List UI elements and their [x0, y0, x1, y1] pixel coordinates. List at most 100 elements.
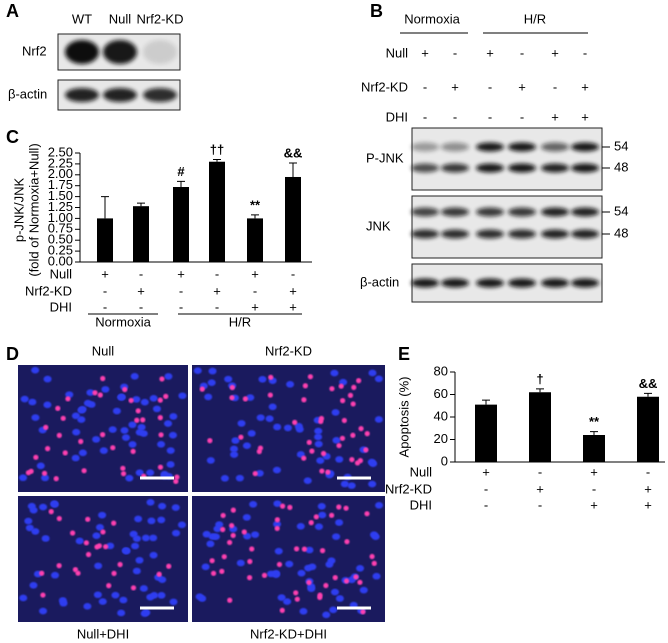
nucleus — [335, 456, 344, 463]
nucleus — [98, 598, 107, 605]
nucleus — [231, 437, 240, 444]
nucleus — [331, 409, 340, 416]
nucleus — [29, 506, 38, 514]
apoptotic-cell — [363, 447, 369, 453]
apoptotic-cell — [301, 546, 308, 552]
nucleus — [307, 585, 316, 592]
nucleus — [31, 366, 40, 374]
apoptotic-cell — [97, 392, 103, 398]
apoptotic-cell — [65, 396, 71, 402]
nucleus — [43, 375, 52, 383]
nucleus — [177, 521, 186, 529]
apoptotic-cell — [134, 417, 140, 423]
y-tick-label: 1.50 — [48, 188, 73, 203]
nucleus — [277, 594, 286, 601]
apoptotic-cell — [364, 431, 370, 437]
apoptotic-cell — [100, 529, 106, 535]
apoptotic-cell — [341, 417, 347, 424]
nucleus — [314, 440, 323, 448]
nucleus — [157, 516, 166, 524]
nucleus — [265, 415, 274, 423]
nucleus — [207, 379, 216, 386]
significance-mark: ** — [250, 197, 261, 212]
apoptotic-cell — [351, 384, 357, 391]
apoptotic-cell — [319, 468, 325, 474]
nucleus — [128, 441, 137, 448]
nucleus — [330, 369, 339, 377]
significance-mark: && — [284, 145, 303, 160]
nucleus — [171, 504, 180, 511]
panel-letter: D — [6, 344, 19, 364]
error-bar — [251, 214, 259, 219]
apoptotic-cell — [350, 401, 356, 407]
apoptotic-cell — [371, 560, 377, 566]
blot-band — [476, 207, 504, 217]
blot-band — [441, 163, 469, 173]
blot-band — [411, 163, 439, 173]
apoptotic-cell — [81, 468, 87, 474]
nucleus — [359, 586, 368, 594]
apoptotic-cell — [261, 572, 268, 578]
nucleus — [249, 500, 258, 508]
group-label: H/R — [229, 314, 251, 329]
condition-sign: + — [590, 497, 598, 512]
bar — [247, 218, 263, 262]
nucleus — [149, 551, 158, 559]
apoptotic-cell — [369, 553, 375, 560]
apoptotic-cell — [96, 543, 103, 549]
apoptotic-cell — [156, 571, 162, 577]
apoptotic-cell — [110, 445, 116, 451]
apoptotic-cell — [60, 415, 66, 421]
nucleus — [75, 537, 84, 545]
nucleus — [141, 534, 150, 542]
nucleus — [71, 412, 80, 420]
blot-band — [143, 88, 177, 102]
nucleus — [224, 375, 233, 383]
image-label: Null — [92, 343, 115, 358]
nucleus — [31, 414, 40, 421]
blot-band — [441, 278, 469, 288]
condition-sign: - — [520, 45, 524, 60]
condition-sign: + — [251, 299, 259, 314]
y-tick-label: 1.75 — [48, 177, 73, 192]
nucleus — [236, 559, 245, 567]
apoptotic-cell — [28, 468, 34, 474]
condition-sign: - — [139, 299, 143, 314]
apoptotic-cell — [294, 596, 300, 602]
condition-label: Null — [386, 45, 409, 60]
apoptotic-cell — [307, 374, 313, 380]
error-bar — [482, 399, 490, 405]
nucleus — [146, 469, 155, 476]
apoptotic-cell — [317, 594, 323, 601]
nucleus — [71, 454, 80, 462]
apoptotic-cell — [309, 448, 315, 454]
apoptotic-cell — [293, 590, 299, 596]
nucleus — [164, 420, 173, 427]
apoptotic-cell — [256, 448, 262, 455]
apoptotic-cell — [318, 415, 325, 422]
condition-sign: - — [179, 299, 183, 314]
size-marker: 48 — [614, 225, 628, 240]
nucleus — [230, 451, 239, 458]
apoptotic-cell — [268, 374, 274, 380]
apoptotic-cell — [173, 478, 179, 484]
blot-band — [571, 163, 599, 173]
condition-sign: - — [488, 79, 492, 94]
nucleus — [132, 535, 141, 542]
nucleus — [356, 564, 365, 572]
apoptotic-cell — [130, 585, 137, 591]
apoptotic-cell — [56, 432, 62, 438]
nucleus — [375, 502, 384, 509]
apoptotic-cell — [157, 415, 163, 421]
apoptotic-cell — [279, 503, 286, 509]
blot-band — [441, 229, 469, 239]
apoptotic-cell — [340, 398, 346, 404]
nucleus — [111, 591, 120, 599]
blot-band — [571, 229, 599, 239]
apoptotic-cell — [158, 432, 164, 438]
apoptotic-cell — [53, 476, 59, 482]
apoptotic-cell — [229, 395, 235, 401]
nucleus — [158, 502, 167, 510]
nucleus — [243, 532, 252, 540]
apoptotic-cell — [356, 378, 362, 384]
